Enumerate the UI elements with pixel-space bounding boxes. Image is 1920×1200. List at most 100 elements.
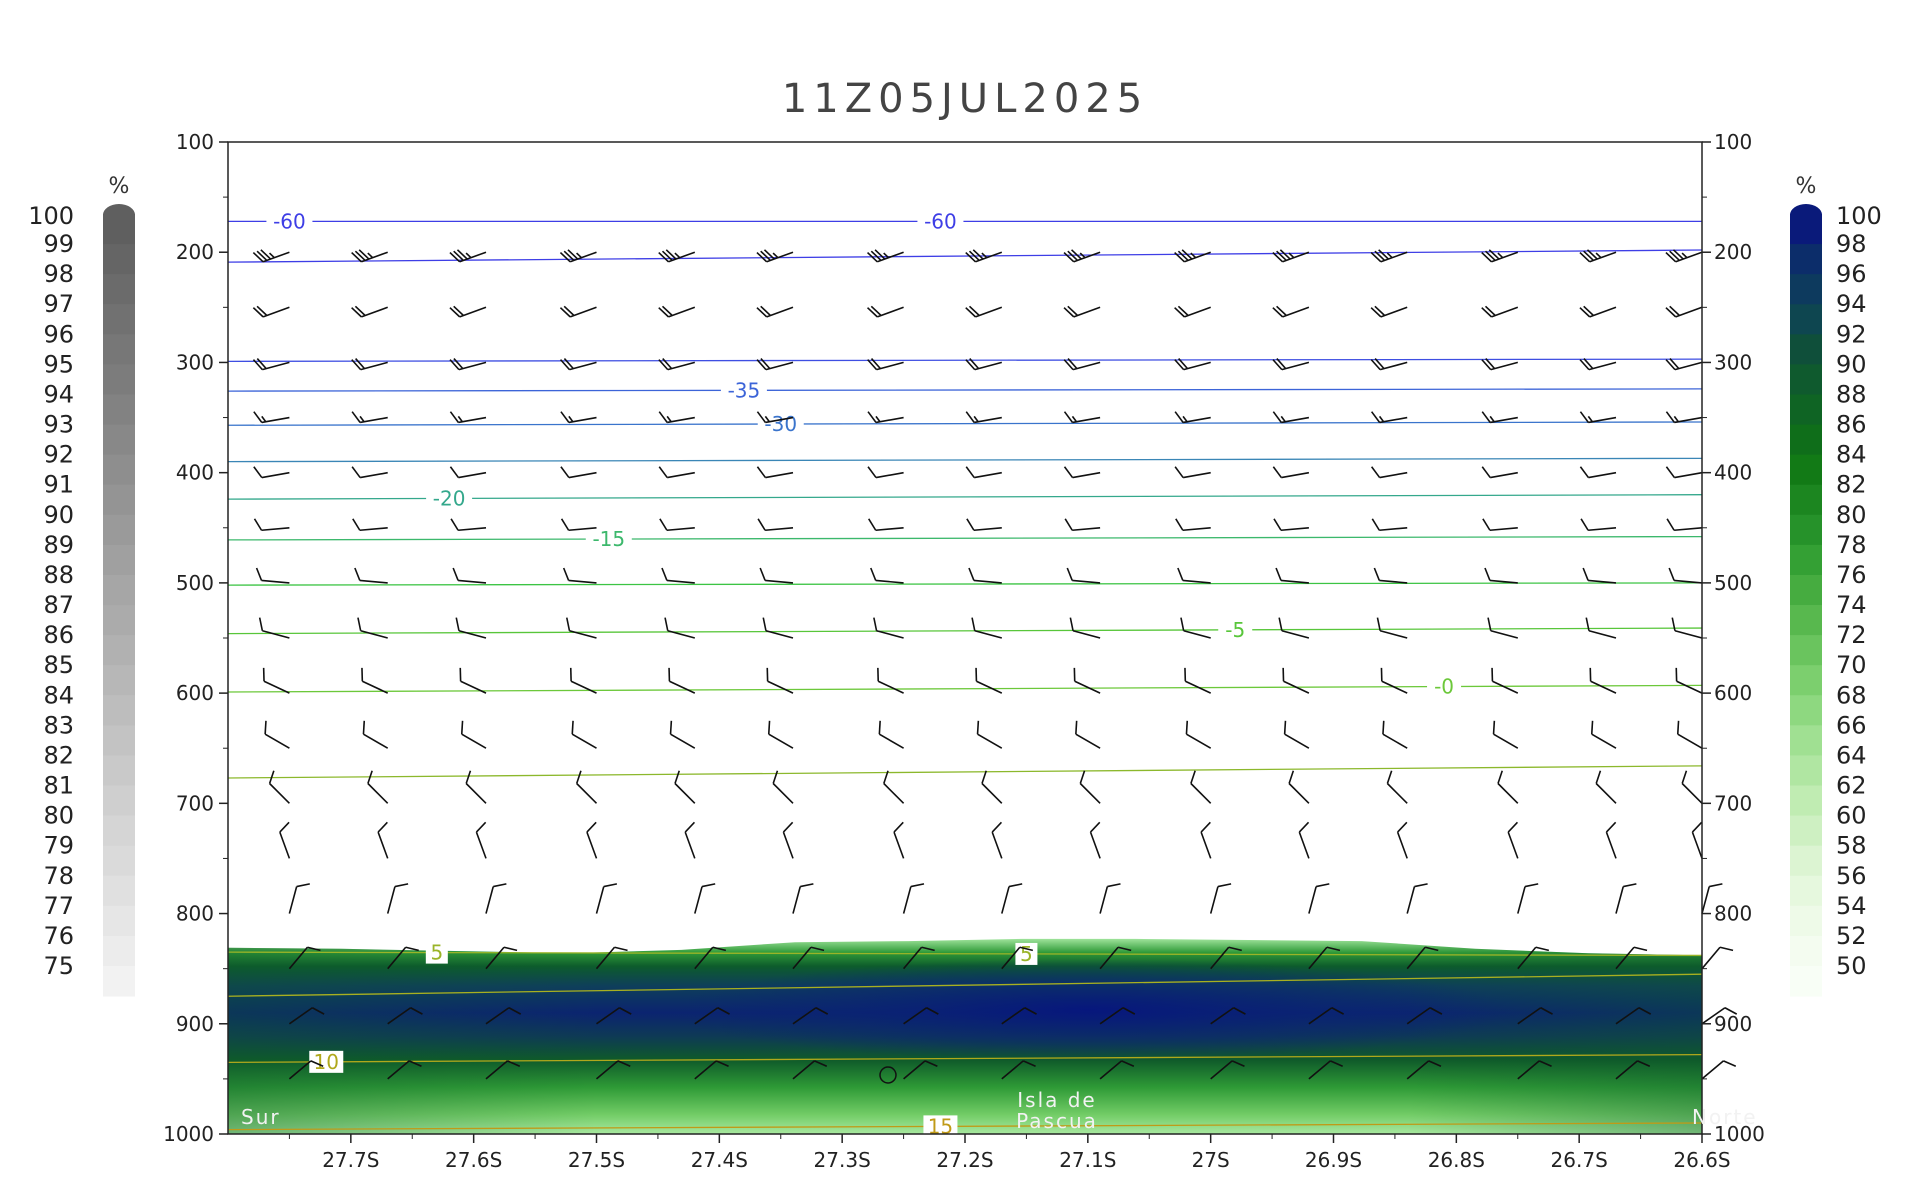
colorbar-swatch	[103, 635, 135, 666]
wind-barb	[1582, 567, 1617, 584]
wind-barb	[1272, 305, 1310, 318]
colorbar-label: 99	[43, 230, 74, 258]
wind-barb	[1174, 249, 1211, 263]
wind-barb	[1370, 305, 1408, 318]
wind-barb	[1615, 946, 1648, 970]
colorbar-label: 90	[43, 501, 74, 529]
wind-barb	[867, 466, 904, 479]
wind-barb	[1701, 883, 1723, 914]
wind-barb	[792, 1060, 828, 1080]
wind-barb	[386, 883, 409, 914]
wind-barb	[1481, 358, 1519, 371]
wind-barb	[767, 720, 794, 749]
y-tick-label: 1000	[163, 1122, 214, 1146]
isotherm-line	[227, 684, 1703, 693]
wind-barb	[1066, 567, 1101, 584]
wind-barb	[658, 305, 696, 318]
north-label: Norte	[1692, 1105, 1758, 1129]
wind-barb	[668, 667, 696, 694]
isotherm-line	[227, 951, 1703, 957]
wind-barb	[351, 358, 388, 371]
colorbar-swatch	[1790, 454, 1822, 486]
wind-barb	[1386, 770, 1408, 804]
wind-barb	[1589, 667, 1617, 694]
wind-barb	[252, 358, 290, 371]
y-tick-label: 800	[176, 902, 214, 926]
wind-barb	[1517, 1007, 1553, 1025]
wind-barb	[1481, 305, 1519, 318]
colorbar-label: 82	[1836, 471, 1867, 499]
colorbar-swatch	[103, 244, 135, 275]
wind-barb	[1190, 770, 1212, 804]
right-colorbar-unit: %	[1796, 174, 1817, 199]
colorbar-label: 93	[43, 411, 74, 439]
colorbar-label: 79	[43, 832, 74, 860]
wind-barb	[1406, 883, 1428, 914]
wind-barb	[1595, 770, 1617, 804]
y-tick-label: 800	[1714, 902, 1752, 926]
isotherm-line	[227, 765, 1703, 779]
wind-barb	[449, 411, 487, 424]
wind-barb	[756, 466, 794, 479]
wind-barb	[1180, 617, 1211, 639]
isotherm-label: -20	[433, 486, 466, 510]
wind-barb	[1681, 770, 1703, 804]
wind-barb	[595, 1060, 631, 1080]
wind-barb	[268, 770, 290, 804]
colorbar-swatch	[1790, 394, 1822, 426]
wind-barb	[1184, 667, 1212, 694]
wind-barb	[991, 821, 1003, 859]
wind-barb	[1210, 1060, 1245, 1080]
wind-barb	[866, 305, 904, 318]
wind-barb	[965, 358, 1003, 371]
wind-barb	[1283, 720, 1310, 749]
colorbar-swatch	[103, 725, 135, 756]
wind-barb	[253, 411, 290, 424]
colorbar-label: 86	[43, 621, 74, 649]
isotherm-label-bg	[1427, 675, 1462, 698]
isotherm-line	[227, 1053, 1703, 1064]
wind-barb	[870, 567, 904, 584]
wind-barb	[354, 567, 388, 584]
colorbar-label: 75	[43, 952, 74, 980]
wind-barb	[1001, 946, 1034, 970]
wind-barb	[1590, 720, 1617, 749]
colorbar-swatch	[103, 966, 135, 997]
wind-barb	[1272, 358, 1310, 371]
wind-barb	[1174, 411, 1211, 424]
chart-title: 11Z05JUL2025	[782, 76, 1148, 122]
y-tick-label: 600	[1714, 681, 1752, 705]
wind-barb	[694, 883, 716, 914]
wind-barb	[1517, 883, 1539, 914]
wind-barb	[1497, 770, 1519, 804]
isotherm-label-bg	[1218, 618, 1253, 641]
wind-barb	[465, 770, 487, 804]
isotherm-line	[227, 535, 1703, 541]
wind-barb	[1665, 249, 1703, 263]
wind-barb	[1580, 518, 1617, 532]
wind-barb	[288, 946, 321, 970]
wind-barb	[1063, 249, 1101, 263]
colorbar-label: 100	[1836, 202, 1882, 230]
colorbar-label: 81	[43, 772, 74, 800]
wind-barb	[485, 1007, 522, 1025]
temperature-isotherms: -60 -60 -35-30 -20 -15 -5 -0 5 5 10 15	[227, 209, 1703, 1138]
colorbar-swatch	[1790, 214, 1822, 245]
wind-barb	[1481, 411, 1518, 424]
wind-barb	[559, 249, 597, 263]
colorbar-label: 91	[43, 471, 74, 499]
colorbar-swatch	[103, 424, 135, 456]
isotherm-line	[227, 494, 1703, 500]
colorbar-label: 68	[1836, 681, 1867, 709]
wind-barb	[1275, 567, 1309, 584]
wind-barb	[1579, 358, 1617, 371]
wind-barb	[965, 411, 1002, 424]
colorbar-swatch	[1790, 244, 1822, 275]
wind-barb	[1210, 946, 1242, 970]
colorbar-swatch	[1790, 966, 1822, 997]
wind-barb	[288, 883, 310, 914]
colorbar-swatch	[1790, 905, 1822, 937]
wind-barb	[1615, 883, 1637, 914]
isotherm-line	[227, 973, 1703, 997]
wind-barb	[279, 821, 291, 859]
